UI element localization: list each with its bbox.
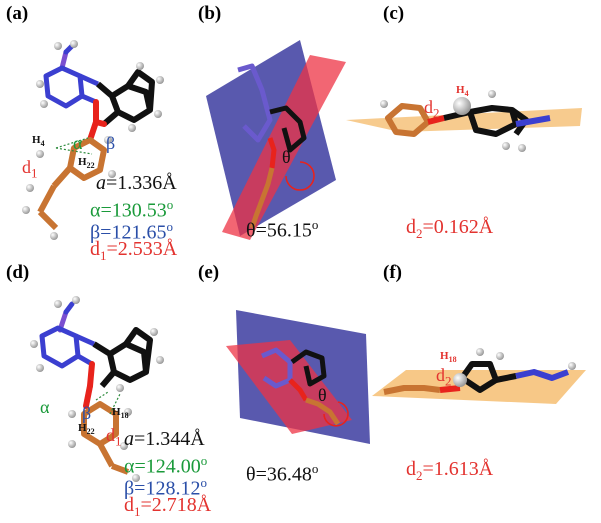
planes-f [372, 348, 586, 404]
amine-group-a [59, 43, 75, 71]
red-plane-b [222, 55, 346, 240]
panel-label-b: (b) [198, 3, 222, 24]
panel-label-e: (e) [198, 262, 220, 283]
theta-measure-e: θ=36.48o [246, 461, 319, 486]
atom-label-h22-d: H22 [78, 422, 95, 437]
theta-arc-e [323, 401, 349, 427]
molecule-a [22, 40, 164, 240]
beta-measure-d: β=128.12o [124, 475, 207, 500]
hetero-ring-a [43, 65, 100, 109]
theta-glyph-e: θ [318, 385, 327, 405]
d2-glyph-f: d2 [436, 365, 452, 389]
d1-measure-d: d1=2.718Å [124, 494, 212, 519]
d2-measure-c: d2=0.162Å [406, 216, 494, 241]
atom-label-h4-c: H4 [456, 84, 469, 99]
hbond-dashes-a [55, 137, 93, 155]
a-measure-a: a=1.336Å [96, 172, 177, 194]
a-measure-d: a=1.344Å [124, 428, 205, 450]
alpha-glyph-d: α [40, 397, 50, 417]
d1-glyph-d: d1 [106, 425, 122, 449]
molecule-d [30, 296, 164, 482]
red-plane-e [226, 340, 352, 434]
h18-sphere-f [453, 373, 467, 387]
atom-label-h22-a: H22 [78, 156, 95, 171]
atom-label-h18-f: H18 [440, 350, 457, 365]
beta-glyph-d: β [82, 403, 92, 423]
molecule-c [385, 103, 551, 137]
h4-sphere-c [453, 97, 471, 115]
alpha-glyph-a: α [73, 133, 83, 153]
beta-glyph-a: β [106, 133, 116, 153]
theta-glyph-b: θ [282, 147, 291, 167]
d2-glyph-c: d2 [424, 97, 440, 121]
alpha-measure-d: α=124.00o [124, 453, 208, 478]
alpha-measure-a: α=130.53o [90, 197, 174, 222]
beta-measure-a: β=121.65o [90, 219, 173, 244]
molecule-b [237, 63, 307, 229]
panel-label-c: (c) [383, 3, 405, 24]
atom-label-h18-d: H18 [112, 406, 129, 421]
d1-measure-a: d1=2.533Å [90, 238, 178, 263]
planes-e [226, 310, 370, 444]
panel-label-f: (f) [383, 262, 402, 283]
atom-label-h4-a: H4 [32, 134, 45, 149]
theta-arc-b [285, 161, 315, 191]
hydrogen-atoms-a [22, 40, 164, 240]
planes-b [206, 40, 346, 240]
panel-label-a: (a) [6, 3, 29, 24]
d2-measure-f: d2=1.613Å [406, 458, 494, 483]
phenyl-ring-a [37, 137, 107, 231]
panel-label-d: (d) [6, 262, 30, 283]
oxygen-bridge-a [87, 99, 107, 143]
theta-measure-b: θ=56.15o [246, 217, 319, 242]
d1-glyph-a: d1 [22, 157, 38, 181]
planes-c [346, 90, 582, 152]
fused-frame-a [96, 69, 155, 127]
